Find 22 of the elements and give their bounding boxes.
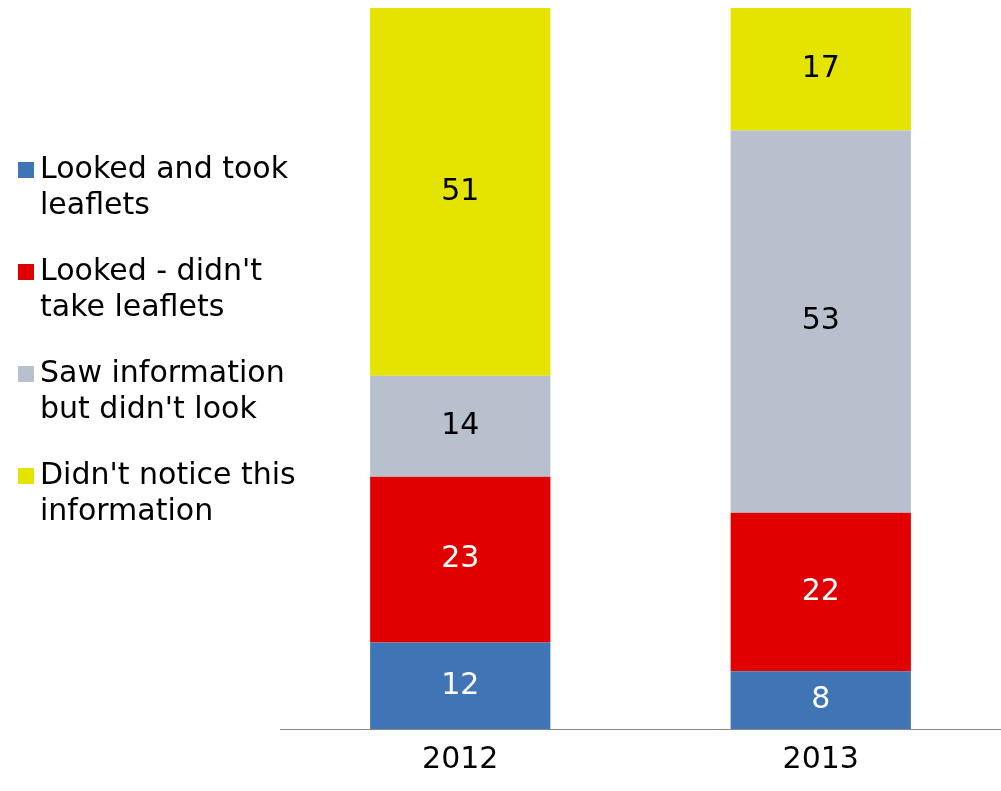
data-label: 53: [801, 301, 840, 337]
bar: [730, 512, 911, 672]
data-label: 23: [441, 539, 480, 575]
x-tick-label: 2012: [422, 739, 499, 775]
bar: [730, 8, 911, 131]
bar: [370, 375, 551, 477]
bar: [370, 476, 551, 643]
x-tick-label: 2013: [782, 739, 859, 775]
legend-label: Looked and took leaflets: [40, 150, 290, 222]
legend-label: Saw information but didn't look: [40, 354, 286, 426]
bar: [370, 642, 551, 729]
bar: [370, 8, 551, 376]
data-label: 14: [441, 405, 480, 441]
data-label: 51: [441, 171, 480, 207]
bar: [730, 130, 911, 513]
data-label: 22: [801, 571, 840, 607]
data-label: 12: [441, 665, 480, 701]
legend-label: Looked - didn't take leaflets: [40, 252, 264, 324]
legend-label: Didn't notice this information: [40, 456, 297, 528]
data-label: 8: [811, 679, 831, 715]
bar: [730, 671, 911, 729]
data-label: 17: [801, 49, 840, 85]
